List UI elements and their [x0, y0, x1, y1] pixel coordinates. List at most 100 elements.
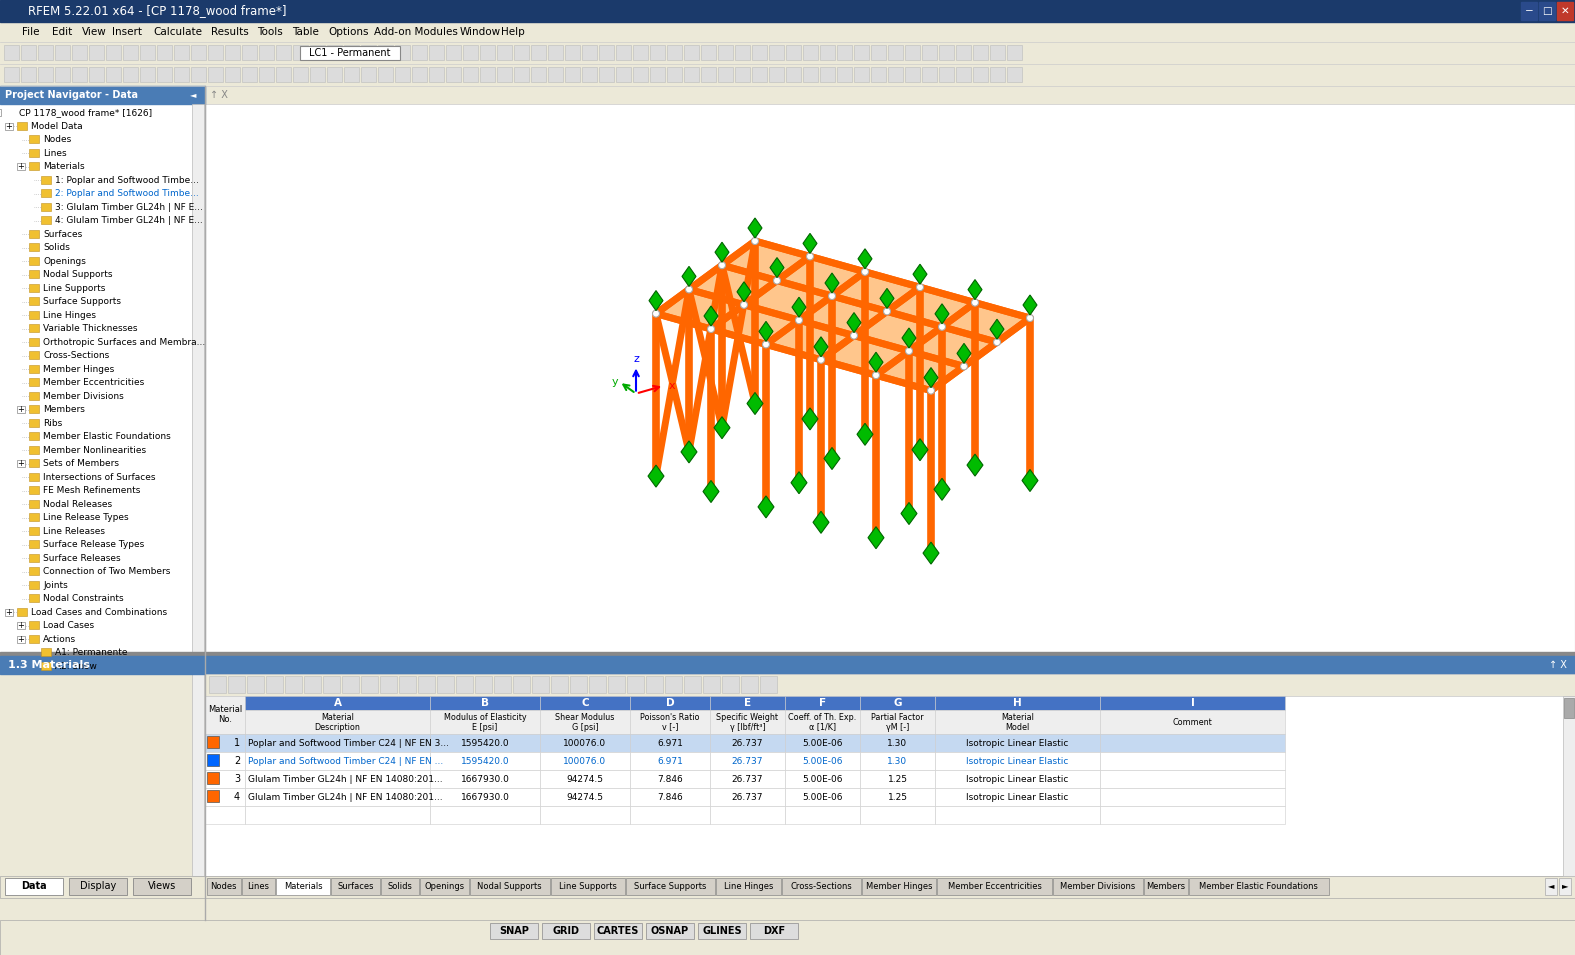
Text: −: − — [1525, 6, 1534, 16]
Bar — [784, 752, 860, 770]
Text: Options: Options — [328, 27, 369, 37]
Text: Project Navigator - Data: Project Navigator - Data — [5, 90, 139, 100]
Bar — [627, 676, 644, 693]
Polygon shape — [721, 241, 810, 281]
Bar — [328, 67, 342, 82]
Circle shape — [740, 301, 748, 308]
Bar — [28, 554, 39, 562]
Bar — [1562, 696, 1575, 876]
Bar — [38, 45, 54, 60]
Text: z: z — [633, 353, 639, 364]
Text: Member Eccentricities: Member Eccentricities — [43, 378, 145, 387]
Bar — [862, 878, 936, 895]
Polygon shape — [880, 288, 895, 308]
Text: Member Elastic Foundations: Member Elastic Foundations — [1200, 881, 1318, 890]
Bar — [413, 45, 427, 60]
Bar — [650, 67, 665, 82]
Bar — [616, 45, 632, 60]
Bar — [701, 45, 717, 60]
Bar — [123, 45, 139, 60]
Bar — [630, 770, 710, 788]
Bar — [698, 923, 747, 939]
Bar — [421, 878, 469, 895]
Text: Material: Material — [321, 712, 354, 721]
Bar — [803, 67, 817, 82]
Text: Nodes: Nodes — [211, 881, 236, 890]
Circle shape — [906, 348, 912, 354]
Bar — [736, 67, 750, 82]
Bar — [786, 45, 802, 60]
Bar — [786, 67, 802, 82]
Bar — [551, 878, 625, 895]
Bar — [246, 806, 430, 824]
Bar — [1521, 2, 1537, 20]
Bar — [540, 806, 630, 824]
Polygon shape — [713, 416, 729, 438]
Text: Cross-Sections: Cross-Sections — [791, 881, 852, 890]
Bar — [430, 752, 540, 770]
Bar — [398, 676, 416, 693]
Text: Openings: Openings — [43, 257, 87, 265]
Bar — [888, 45, 902, 60]
Bar — [490, 923, 539, 939]
Bar — [630, 696, 710, 710]
Bar — [446, 45, 461, 60]
Bar — [72, 67, 87, 82]
Text: Line Hinges: Line Hinges — [724, 881, 773, 890]
Text: Member Divisions: Member Divisions — [43, 392, 124, 401]
Text: Members: Members — [1147, 881, 1186, 890]
Polygon shape — [758, 496, 773, 518]
Bar — [246, 710, 430, 734]
Bar — [41, 189, 50, 197]
Circle shape — [652, 310, 660, 317]
Text: Nodal Supports: Nodal Supports — [477, 881, 542, 890]
Bar — [784, 734, 860, 752]
Bar — [871, 45, 887, 60]
Text: Table: Table — [293, 27, 320, 37]
Bar — [17, 406, 25, 413]
Circle shape — [994, 339, 1000, 346]
Polygon shape — [748, 218, 762, 238]
Text: Poplar and Softwood Timber C24 | NF EN 3...: Poplar and Softwood Timber C24 | NF EN 3… — [247, 738, 449, 748]
Text: x: x — [669, 381, 676, 391]
Bar — [532, 676, 550, 693]
Text: 6.971: 6.971 — [657, 756, 684, 766]
Polygon shape — [912, 438, 928, 460]
Text: Joints: Joints — [43, 581, 68, 590]
Bar — [192, 104, 205, 876]
Bar — [243, 67, 257, 82]
Bar — [41, 176, 50, 183]
Bar — [718, 67, 732, 82]
Text: Description: Description — [315, 723, 361, 732]
Polygon shape — [858, 249, 873, 268]
Text: Nodes: Nodes — [43, 136, 71, 144]
Circle shape — [751, 238, 759, 244]
Bar — [476, 676, 491, 693]
Bar — [395, 67, 410, 82]
Bar — [540, 696, 630, 710]
Bar — [1558, 2, 1573, 20]
Bar — [630, 710, 710, 734]
Text: +: + — [17, 405, 25, 414]
Circle shape — [1027, 314, 1033, 322]
Bar — [413, 67, 427, 82]
Bar — [208, 67, 224, 82]
Polygon shape — [682, 266, 696, 286]
Text: Data: Data — [20, 881, 47, 891]
Bar — [751, 67, 767, 82]
Polygon shape — [824, 448, 839, 470]
Bar — [854, 67, 869, 82]
Text: Ribs: Ribs — [43, 418, 63, 428]
Bar — [69, 878, 128, 895]
Bar — [173, 67, 189, 82]
Bar — [646, 676, 663, 693]
Circle shape — [939, 324, 945, 330]
Bar — [310, 67, 324, 82]
Bar — [328, 45, 342, 60]
Text: Insert: Insert — [112, 27, 142, 37]
Bar — [684, 67, 699, 82]
Bar — [608, 676, 625, 693]
Bar — [41, 648, 50, 656]
Bar — [973, 67, 988, 82]
Text: 2: 2 — [233, 756, 239, 766]
